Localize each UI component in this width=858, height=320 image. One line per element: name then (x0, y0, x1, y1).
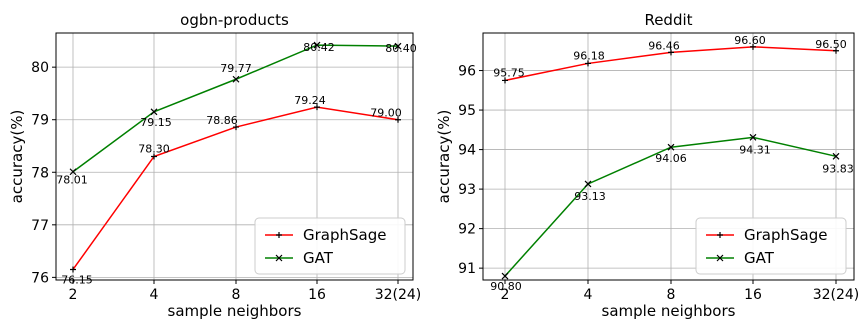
data-label: 96.50 (815, 38, 847, 51)
data-point (749, 133, 757, 141)
x-tick-label: 8 (232, 287, 241, 303)
legend-box (254, 217, 406, 275)
x-tick-label: 16 (308, 287, 326, 303)
x-tick-label: 32(24) (813, 287, 858, 303)
data-point (313, 41, 321, 49)
y-axis-label: accuracy(%) (8, 110, 26, 204)
data-point (395, 116, 401, 123)
y-tick-label: 77 (31, 218, 49, 234)
legend-marker (717, 232, 723, 238)
data-point (584, 180, 592, 188)
data-label: 79.00 (370, 107, 402, 120)
data-point (394, 42, 402, 50)
data-point (151, 153, 157, 160)
data-label: 79.24 (294, 94, 326, 107)
x-tick-label: 8 (667, 287, 676, 303)
plot-frame (482, 32, 855, 281)
legend: GraphSage GAT (695, 217, 847, 275)
data-label: 94.31 (739, 143, 771, 156)
x-axis-label: sample neighbors (602, 302, 736, 320)
x-axis-label: sample neighbors (168, 302, 302, 320)
data-point (750, 43, 756, 50)
data-label: 79.77 (220, 62, 252, 75)
y-tick-label: 94 (458, 143, 476, 159)
data-label: 78.01 (56, 174, 88, 187)
y-tick-label: 78 (31, 165, 49, 181)
legend-marker (716, 254, 724, 262)
data-label: 96.18 (573, 49, 605, 62)
data-label: 79.15 (140, 116, 172, 129)
y-tick-label: 76 (31, 270, 49, 286)
legend: GraphSage GAT (254, 217, 406, 275)
data-label: 96.60 (734, 34, 766, 47)
x-tick-label: 2 (501, 287, 510, 303)
legend-label: GraphSage (744, 226, 827, 244)
data-point (314, 104, 320, 111)
legend-label: GAT (744, 249, 775, 267)
data-point (150, 108, 158, 116)
data-label: 96.46 (648, 39, 680, 52)
data-point (502, 77, 508, 84)
data-point (69, 168, 77, 176)
y-tick-label: 96 (458, 64, 476, 80)
plot-frame (55, 32, 414, 281)
data-point (667, 143, 675, 151)
data-point (585, 60, 591, 67)
data-label: 90.80 (490, 280, 522, 293)
data-point (232, 75, 240, 83)
data-point (668, 49, 674, 56)
y-tick-label: 92 (458, 222, 476, 238)
legend-marker (276, 232, 282, 238)
y-tick-label: 79 (31, 113, 49, 129)
x-tick-label: 2 (69, 287, 78, 303)
data-point (833, 47, 839, 54)
y-tick-label: 93 (458, 182, 476, 198)
data-point (832, 152, 840, 160)
data-label: 80.42 (303, 41, 335, 54)
x-tick-label: 4 (584, 287, 593, 303)
data-label: 80.40 (385, 42, 417, 55)
x-tick-label: 16 (744, 287, 762, 303)
y-tick-label: 95 (458, 103, 476, 119)
data-label: 94.06 (655, 152, 687, 165)
chart-title: Reddit (644, 11, 692, 29)
chart-title: ogbn-products (180, 11, 289, 29)
data-point (233, 124, 239, 131)
data-point (501, 272, 509, 280)
legend-marker (275, 254, 283, 262)
data-label: 95.75 (493, 66, 525, 79)
legend-label: GAT (303, 249, 334, 267)
y-tick-label: 80 (31, 60, 49, 76)
chart-panel-2: 95.75 96.18 96.46 96.60 96.50 90.80 93.13 94.06… (435, 11, 858, 320)
legend-label: GraphSage (303, 226, 386, 244)
legend-box (695, 217, 847, 275)
data-label: 93.13 (574, 190, 606, 203)
x-tick-label: 4 (150, 287, 159, 303)
chart-panel-1: 76.1578.3078.8679.2479.0078.0179.1579.77… (8, 11, 421, 320)
data-point (70, 266, 76, 273)
data-label: 78.30 (138, 143, 170, 156)
y-tick-label: 91 (458, 261, 476, 277)
data-label: 78.86 (206, 114, 238, 127)
data-label: 93.83 (822, 162, 854, 175)
y-axis-label: accuracy(%) (435, 110, 453, 204)
x-tick-label: 32(24) (375, 287, 422, 303)
